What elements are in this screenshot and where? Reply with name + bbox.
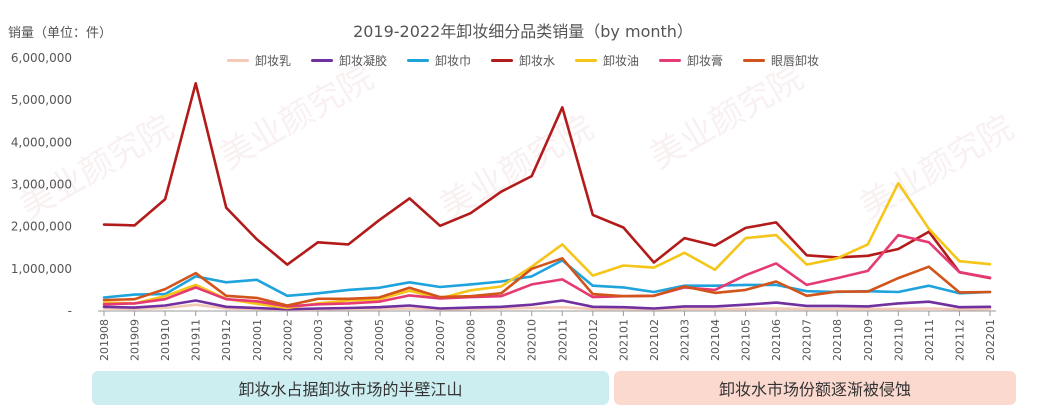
x-tick-label: 202105 (740, 319, 753, 361)
x-tick-label: 202011 (556, 319, 569, 361)
series-line (102, 233, 992, 308)
legend-item: 卸妆乳 (226, 52, 291, 69)
x-tick-label: 202007 (434, 319, 447, 361)
x-tick-label: 202107 (801, 319, 814, 361)
y-tick-label: 4,000,000 (11, 135, 72, 149)
x-tick-label: 201912 (220, 319, 233, 361)
x-tick-label: 202003 (312, 319, 325, 361)
y-tick-label: 5,000,000 (11, 93, 72, 107)
series-line (102, 299, 992, 311)
legend-swatch (310, 59, 333, 62)
legend-label: 卸妆凝胶 (338, 54, 387, 68)
y-axis-label: 销量（单位：件） (8, 26, 113, 41)
y-tick-label: 6,000,000 (11, 51, 72, 65)
y-tick-label: 1,000,000 (11, 262, 72, 276)
x-tick-label: 201909 (129, 319, 142, 361)
x-tick-label: 202111 (923, 319, 936, 361)
legend-item: 卸妆水 (490, 52, 555, 69)
x-tick-label: 202009 (495, 319, 508, 361)
x-tick-label: 202106 (770, 319, 783, 361)
x-tick-label: 202008 (465, 319, 478, 361)
annotation-band-left: 卸妆水占据卸妆市场的半壁江山 (92, 371, 609, 405)
legend-item: 卸妆油 (575, 52, 639, 69)
legend-swatch (406, 59, 429, 62)
series-line (102, 256, 992, 307)
x-tick-label: 202010 (526, 319, 539, 361)
legend-swatch (490, 59, 513, 62)
chart-legend: 卸妆乳 卸妆凝胶 卸妆巾 卸妆水 卸妆油 卸妆膏 眼唇卸妆 (0, 52, 1046, 69)
x-tick-label: 202103 (678, 319, 691, 361)
y-tick-label: 2,000,000 (11, 220, 72, 234)
y-tick-label: - (68, 304, 72, 318)
legend-swatch (575, 59, 597, 62)
legend-label: 卸妆乳 (254, 54, 291, 68)
legend-label: 卸妆膏 (687, 54, 724, 68)
legend-label: 卸妆油 (603, 54, 640, 68)
x-tick-label: 202002 (281, 319, 294, 361)
x-tick-label: 201910 (159, 319, 172, 361)
y-tick-label: 3,000,000 (11, 178, 72, 192)
x-tick-label: 202108 (831, 319, 844, 361)
x-tick-label: 202001 (251, 319, 264, 361)
x-tick-label: 202101 (617, 319, 630, 361)
legend-item: 卸妆凝胶 (310, 52, 387, 69)
x-tick-label: 202109 (862, 319, 875, 361)
x-tick-label: 202004 (342, 319, 355, 361)
legend-swatch (743, 59, 766, 62)
x-tick-label: 202104 (709, 319, 722, 361)
legend-swatch (659, 59, 682, 62)
legend-label: 眼唇卸妆 (771, 54, 820, 68)
x-tick-label: 202201 (984, 319, 997, 361)
legend-label: 卸妆水 (518, 54, 555, 68)
legend-item: 卸妆膏 (659, 52, 723, 69)
x-tick-label: 202112 (953, 319, 966, 361)
x-tick-label: 201911 (190, 319, 203, 361)
legend-swatch (226, 59, 249, 62)
x-tick-label: 202110 (892, 319, 905, 361)
x-tick-label: 202102 (648, 319, 661, 361)
chart-title: 2019-2022年卸妆细分品类销量（by month） (353, 22, 693, 41)
legend-item: 眼唇卸妆 (743, 52, 819, 69)
x-tick-label: 202012 (587, 319, 600, 361)
annotation-band-right: 卸妆水市场份额逐渐被侵蚀 (614, 371, 1016, 405)
series-line (102, 181, 992, 310)
x-tick-label: 201908 (98, 319, 111, 361)
legend-item: 卸妆巾 (406, 52, 471, 69)
legend-label: 卸妆巾 (434, 54, 471, 68)
x-tick-label: 202006 (404, 319, 417, 361)
x-tick-label: 202005 (373, 319, 386, 361)
